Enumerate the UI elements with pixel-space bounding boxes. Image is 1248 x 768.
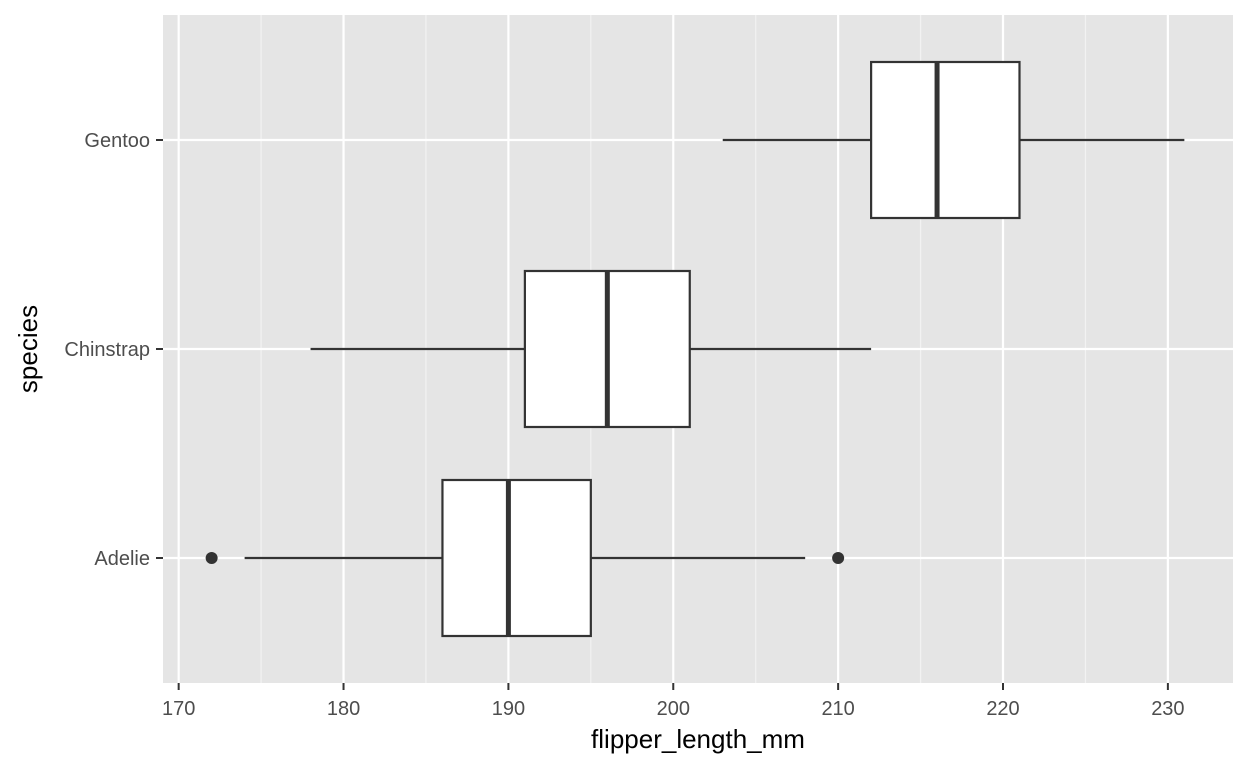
x-axis-title: flipper_length_mm — [591, 724, 805, 754]
boxplot-adelie — [205, 478, 845, 638]
boxplot-gentoo — [722, 60, 1185, 220]
box-gentoo — [870, 60, 1021, 220]
y-axis-title: species — [13, 305, 43, 393]
x-axis: 170 180 190 200 210 220 230 — [162, 683, 1185, 720]
outlier-adelie — [832, 552, 845, 564]
x-tick-label: 220 — [986, 698, 1019, 720]
x-tick-label: 230 — [1151, 698, 1184, 720]
x-tick-label: 190 — [492, 698, 525, 720]
x-tick-label: 210 — [821, 698, 854, 720]
x-tick-label: 200 — [657, 698, 690, 720]
y-axis: Gentoo Chinstrap Adelie — [64, 130, 163, 570]
x-tick-label: 180 — [327, 698, 360, 720]
outlier-adelie — [205, 552, 218, 564]
x-tick-label: 170 — [162, 698, 195, 720]
boxplots — [205, 60, 1185, 638]
boxplot-chinstrap — [310, 269, 872, 429]
y-tick-label-adelie: Adelie — [94, 548, 150, 570]
y-tick-label-gentoo: Gentoo — [84, 130, 150, 152]
y-tick-label-chinstrap: Chinstrap — [64, 339, 150, 361]
box-adelie — [441, 478, 592, 638]
